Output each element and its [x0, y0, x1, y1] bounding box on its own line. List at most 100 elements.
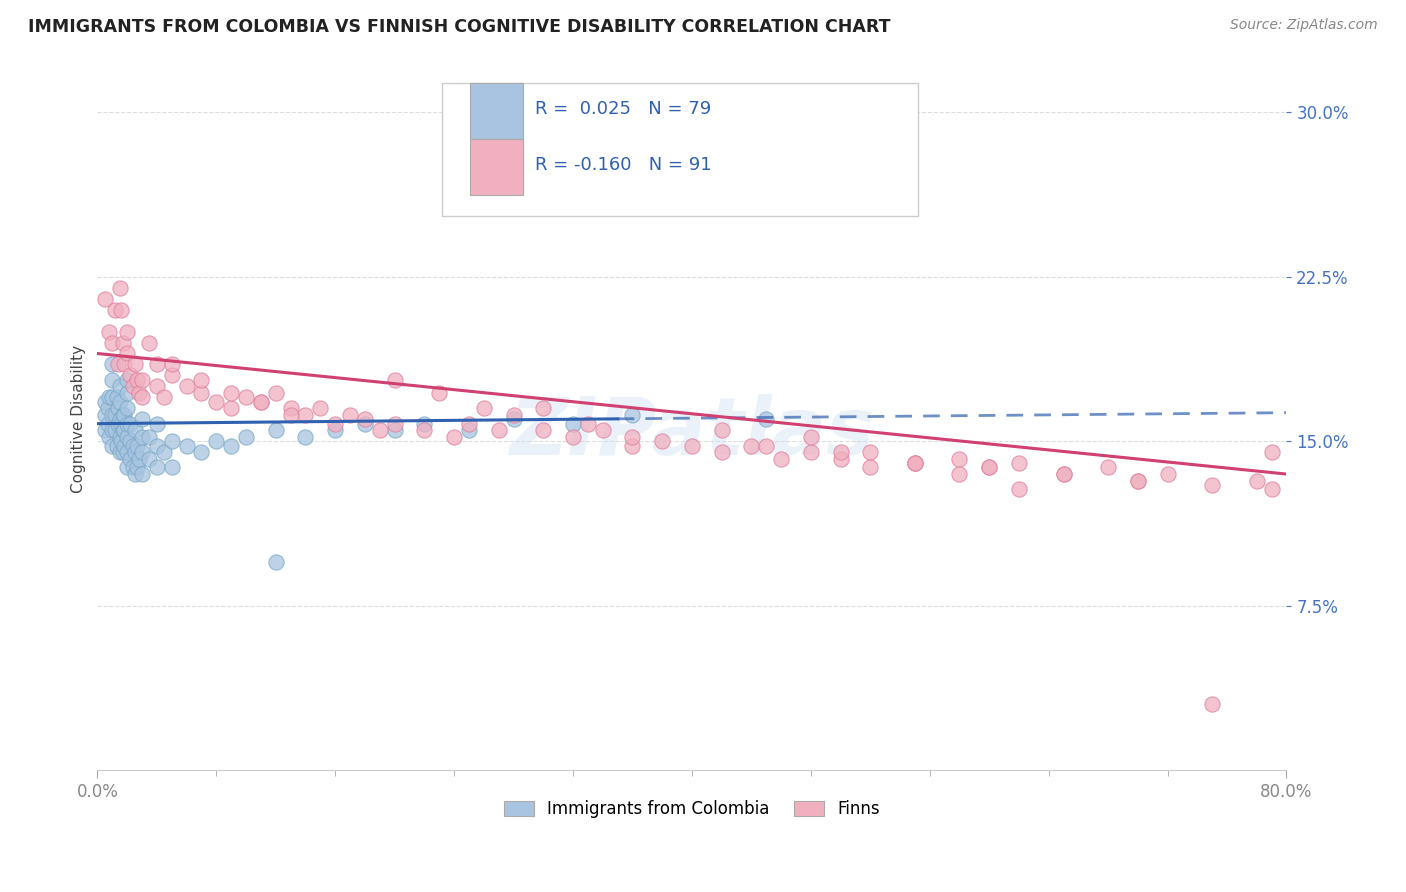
- Point: [1008, 483, 1031, 497]
- Y-axis label: Cognitive Disability: Cognitive Disability: [72, 345, 86, 493]
- Point: [108, 412, 131, 426]
- Point: [97, 417, 120, 431]
- Point: [502, 412, 524, 426]
- Point: [681, 439, 703, 453]
- Point: [124, 358, 146, 372]
- Point: [592, 423, 614, 437]
- Point: [94, 394, 117, 409]
- Point: [294, 408, 316, 422]
- Point: [131, 373, 153, 387]
- Point: [101, 439, 124, 453]
- Text: Source: ZipAtlas.com: Source: ZipAtlas.com: [1230, 18, 1378, 32]
- Point: [146, 358, 169, 372]
- Point: [458, 417, 481, 431]
- Point: [124, 445, 146, 459]
- Point: [146, 439, 169, 453]
- Point: [1008, 456, 1031, 470]
- Point: [112, 408, 135, 422]
- FancyBboxPatch shape: [470, 83, 523, 138]
- Point: [1052, 467, 1074, 481]
- Point: [110, 434, 132, 449]
- Point: [101, 390, 124, 404]
- Point: [235, 390, 257, 404]
- Point: [354, 417, 377, 431]
- Text: R = -0.160   N = 91: R = -0.160 N = 91: [534, 156, 711, 174]
- Point: [115, 346, 138, 360]
- Point: [118, 368, 141, 383]
- Point: [101, 408, 124, 422]
- Point: [770, 451, 793, 466]
- Point: [219, 386, 242, 401]
- Point: [323, 417, 346, 431]
- Point: [122, 379, 145, 393]
- Point: [384, 417, 406, 431]
- Point: [138, 451, 160, 466]
- Point: [160, 358, 183, 372]
- Point: [190, 445, 212, 459]
- Point: [146, 379, 169, 393]
- Point: [138, 335, 160, 350]
- Point: [264, 423, 287, 437]
- Point: [98, 390, 121, 404]
- Point: [1201, 698, 1223, 712]
- Point: [621, 439, 644, 453]
- Point: [160, 460, 183, 475]
- Point: [1097, 460, 1119, 475]
- Point: [800, 445, 823, 459]
- Point: [101, 373, 124, 387]
- Point: [235, 430, 257, 444]
- Text: ZIPatlas: ZIPatlas: [509, 394, 875, 472]
- Point: [104, 408, 127, 422]
- Point: [1156, 467, 1178, 481]
- Point: [115, 386, 138, 401]
- Point: [427, 386, 450, 401]
- Point: [108, 281, 131, 295]
- Point: [1260, 483, 1282, 497]
- Point: [384, 373, 406, 387]
- Point: [101, 335, 124, 350]
- Point: [127, 439, 149, 453]
- Point: [384, 423, 406, 437]
- Point: [219, 439, 242, 453]
- Point: [413, 423, 436, 437]
- Point: [131, 467, 153, 481]
- Point: [105, 390, 128, 404]
- Point: [124, 467, 146, 481]
- Point: [128, 386, 150, 401]
- Point: [104, 423, 127, 437]
- Point: [904, 456, 927, 470]
- Point: [488, 423, 510, 437]
- Point: [190, 373, 212, 387]
- Point: [651, 434, 673, 449]
- Point: [128, 451, 150, 466]
- Point: [1126, 474, 1149, 488]
- Point: [122, 460, 145, 475]
- Legend: Immigrants from Colombia, Finns: Immigrants from Colombia, Finns: [496, 794, 887, 825]
- Point: [118, 451, 141, 466]
- Point: [1052, 467, 1074, 481]
- FancyBboxPatch shape: [443, 83, 918, 216]
- Point: [131, 430, 153, 444]
- Point: [108, 394, 131, 409]
- Point: [339, 408, 361, 422]
- Point: [264, 555, 287, 569]
- Point: [323, 423, 346, 437]
- Point: [124, 423, 146, 437]
- Point: [104, 302, 127, 317]
- Point: [859, 445, 882, 459]
- Point: [160, 434, 183, 449]
- Point: [948, 451, 970, 466]
- Point: [115, 417, 138, 431]
- Point: [755, 439, 778, 453]
- Point: [800, 430, 823, 444]
- Point: [859, 460, 882, 475]
- Point: [250, 394, 273, 409]
- Point: [98, 430, 121, 444]
- Point: [98, 325, 121, 339]
- Point: [111, 408, 134, 422]
- Point: [443, 430, 465, 444]
- Point: [830, 445, 852, 459]
- Point: [830, 451, 852, 466]
- Point: [131, 390, 153, 404]
- Point: [110, 302, 132, 317]
